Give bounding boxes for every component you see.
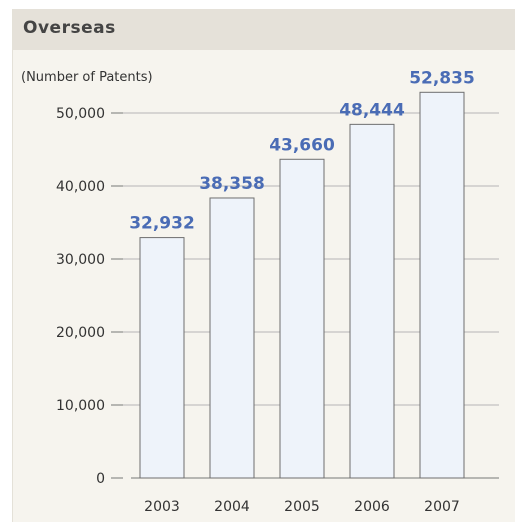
bar-2006 [349,123,395,479]
x-tick-label-2007: 2007 [424,499,460,515]
y-tick-label: 20,000 [56,325,105,341]
y-tick-label: 50,000 [56,106,105,122]
bar-2004 [209,197,255,479]
chart-panel: Overseas (Number of Patents) 0 10,000 20,0… [12,9,515,522]
y-axis-label: (Number of Patents) [21,70,153,85]
x-tick-label-2006: 2006 [354,499,390,515]
value-label-2007: 52,835 [409,68,475,88]
bar-2007 [419,91,465,479]
y-tick-label: 40,000 [56,179,105,195]
value-label-2003: 32,932 [129,214,195,234]
y-tick-label: 0 [96,471,105,487]
x-tick-label-2003: 2003 [144,499,180,515]
value-label-2005: 43,660 [269,135,335,155]
y-tick-label: 30,000 [56,252,105,268]
panel-header: Overseas [13,9,515,50]
value-label-2006: 48,444 [339,100,405,120]
bar-2005 [279,158,325,479]
bar-2003 [139,237,185,479]
x-tick-label-2005: 2005 [284,499,320,515]
value-label-2004: 38,358 [199,174,265,194]
y-tick-label: 10,000 [56,398,105,414]
x-tick-label-2004: 2004 [214,499,250,515]
patents-bar-chart: (Number of Patents) 0 10,000 20,000 30,000 4… [21,68,499,515]
panel-title: Overseas [23,18,116,38]
